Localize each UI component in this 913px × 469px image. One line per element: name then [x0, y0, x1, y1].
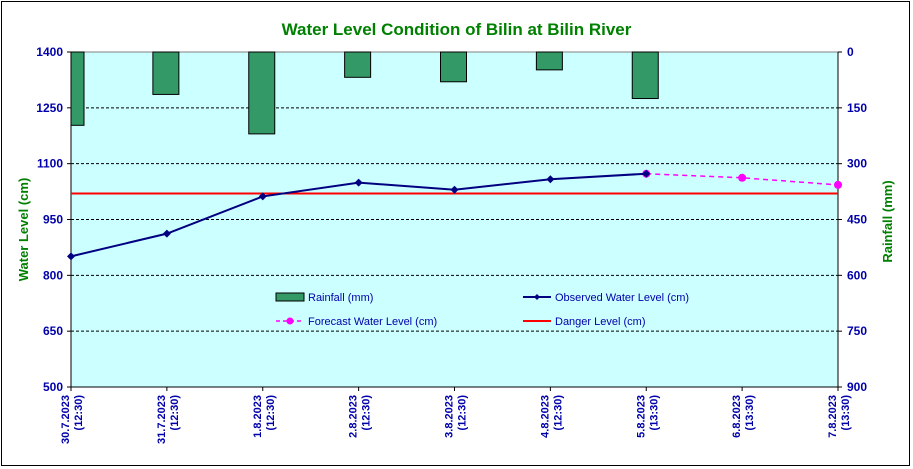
right-tick-label: 150 — [847, 101, 867, 115]
legend-label: Forecast Water Level (cm) — [308, 316, 437, 328]
legend-label: Danger Level (cm) — [555, 316, 645, 328]
right-tick-label: 750 — [847, 324, 867, 338]
observed-point — [162, 229, 171, 238]
rainfall-bar — [440, 51, 467, 83]
y-axis-title-left: Water Level (cm) — [16, 178, 31, 282]
forecast-water-level-line — [646, 172, 839, 186]
legend-swatch-rainfall — [275, 292, 305, 302]
observed-point — [258, 192, 267, 201]
rainfall-bar — [344, 51, 372, 78]
legend-marker-forecast — [286, 317, 294, 325]
x-tick-label: 1.8.2023 — [252, 395, 264, 438]
x-tick-label-time: (13:30) — [840, 395, 852, 431]
rainfall-bar — [535, 51, 563, 71]
x-tick-label: 7.8.2023 — [827, 395, 839, 438]
observed-point — [450, 185, 459, 194]
left-tick-label: 1250 — [36, 101, 63, 115]
forecast-point — [738, 173, 747, 182]
rainfall-bar — [248, 51, 276, 135]
observed-point — [67, 252, 75, 261]
right-tick-label: 900 — [847, 380, 867, 394]
left-tick-label: 1100 — [37, 157, 63, 171]
rainfall-bar — [152, 51, 180, 95]
y-axis-title-right: Rainfall (mm) — [880, 180, 895, 262]
x-tick-label-time: (12:30) — [169, 395, 181, 431]
observed-point — [546, 175, 555, 184]
forecast-point — [834, 180, 842, 189]
legend-marker-observed — [534, 294, 540, 300]
x-tick-label-time: (13:30) — [744, 395, 756, 431]
rainfall-bar — [631, 51, 659, 100]
legend-label: Rainfall (mm) — [308, 292, 373, 304]
right-tick-label: 600 — [847, 268, 867, 282]
x-tick-label-time: (12:30) — [457, 395, 469, 431]
x-tick-label-time: (13:30) — [648, 395, 660, 431]
x-tick-label: 31.7.2023 — [156, 395, 168, 444]
observed-point — [642, 169, 651, 178]
left-tick-label: 500 — [43, 380, 63, 394]
left-tick-label: 1400 — [36, 45, 63, 59]
x-tick-label: 30.7.2023 — [60, 395, 72, 444]
right-tick-label: 450 — [847, 213, 867, 227]
left-tick-label: 650 — [43, 324, 63, 338]
x-tick-label: 4.8.2023 — [539, 395, 551, 438]
left-tick-label: 800 — [43, 268, 63, 282]
x-tick-label-time: (12:30) — [552, 395, 564, 431]
x-tick-label: 3.8.2023 — [444, 395, 456, 438]
x-tick-label: 6.8.2023 — [731, 395, 743, 438]
chart-title: Water Level Condition of Bilin at Bilin … — [281, 20, 632, 39]
x-tick-label-time: (12:30) — [265, 395, 277, 431]
right-tick-label: 300 — [847, 157, 867, 171]
x-tick-label-time: (12:30) — [73, 395, 85, 431]
x-tick-label-time: (12:30) — [361, 395, 373, 431]
left-tick-label: 950 — [43, 213, 63, 227]
legend-label: Observed Water Level (cm) — [555, 292, 689, 304]
x-tick-label: 2.8.2023 — [348, 395, 360, 438]
x-tick-label: 5.8.2023 — [635, 395, 647, 438]
observed-point — [354, 178, 363, 187]
right-tick-label: 0 — [847, 45, 854, 59]
rainfall-bar — [70, 51, 85, 126]
